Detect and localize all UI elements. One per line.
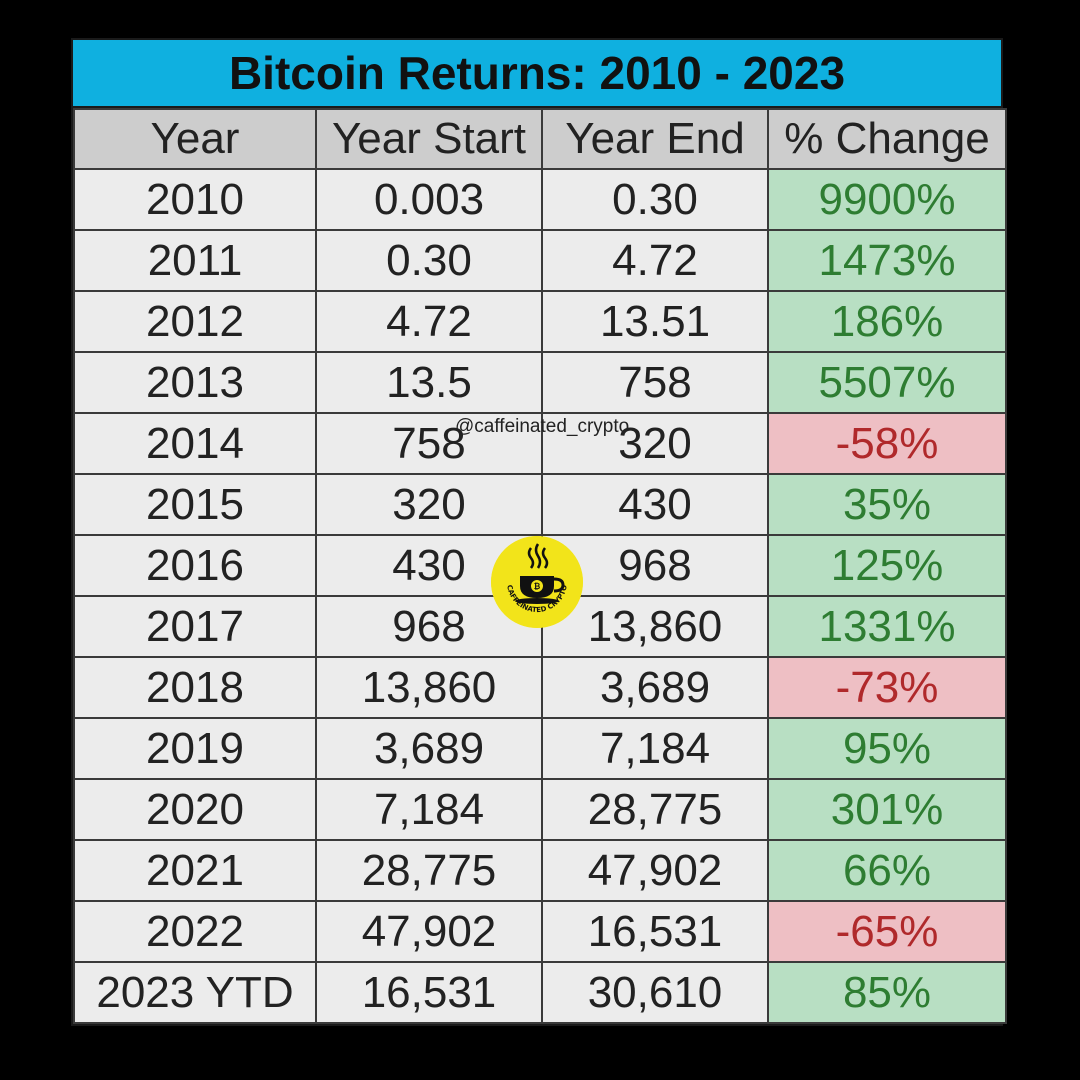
cell-year-start: 7,184 [315, 778, 543, 841]
cell-year-end: 16,531 [541, 900, 769, 963]
cell-year-end: 30,610 [541, 961, 769, 1024]
coffee-cup-bitcoin-icon: ₿ CAFFEINATED CRYPTO [491, 536, 583, 628]
cell-change: 95% [767, 717, 1007, 780]
table-row: 2023 YTD 16,531 30,610 85% [73, 961, 1007, 1024]
table-row: 2020 7,184 28,775 301% [73, 778, 1007, 841]
cell-year: 2017 [73, 595, 317, 658]
cell-year-end: 3,689 [541, 656, 769, 719]
table-row: 2021 28,775 47,902 66% [73, 839, 1007, 902]
cell-change: 9900% [767, 168, 1007, 231]
cell-year-end: 28,775 [541, 778, 769, 841]
cell-change: 85% [767, 961, 1007, 1024]
cell-year-start: 4.72 [315, 290, 543, 353]
table-row: 2019 3,689 7,184 95% [73, 717, 1007, 780]
cell-year-start: 47,902 [315, 900, 543, 963]
table-title: Bitcoin Returns: 2010 - 2023 [73, 40, 1001, 108]
svg-text:₿: ₿ [534, 582, 541, 591]
table-row: 2012 4.72 13.51 186% [73, 290, 1007, 353]
column-header-year-start: Year Start [315, 108, 543, 170]
cell-year-start: 28,775 [315, 839, 543, 902]
cell-change: 35% [767, 473, 1007, 536]
cell-change: -73% [767, 656, 1007, 719]
table-row: 2018 13,860 3,689 -73% [73, 656, 1007, 719]
cell-year-end: 320 [541, 412, 769, 475]
cell-year: 2014 [73, 412, 317, 475]
cell-year: 2019 [73, 717, 317, 780]
cell-year: 2016 [73, 534, 317, 597]
cell-year-start: 0.003 [315, 168, 543, 231]
cell-year-end: 4.72 [541, 229, 769, 292]
cell-year-start: 320 [315, 473, 543, 536]
cell-change: -65% [767, 900, 1007, 963]
cell-change: 186% [767, 290, 1007, 353]
cell-year-end: 13,860 [541, 595, 769, 658]
cell-year-start: 16,531 [315, 961, 543, 1024]
column-header-year: Year [73, 108, 317, 170]
cell-change: 301% [767, 778, 1007, 841]
cell-year: 2012 [73, 290, 317, 353]
cell-year: 2015 [73, 473, 317, 536]
cell-year-end: 758 [541, 351, 769, 414]
cell-year-end: 7,184 [541, 717, 769, 780]
cell-year-end: 0.30 [541, 168, 769, 231]
cell-year: 2021 [73, 839, 317, 902]
cell-change: -58% [767, 412, 1007, 475]
table-row: 2022 47,902 16,531 -65% [73, 900, 1007, 963]
cell-change: 5507% [767, 351, 1007, 414]
returns-table: Bitcoin Returns: 2010 - 2023 Year Year S… [71, 38, 1007, 1026]
cell-change: 66% [767, 839, 1007, 902]
cell-year-end: 13.51 [541, 290, 769, 353]
table-row: 2013 13.5 758 5507% [73, 351, 1007, 414]
cell-year-end: 430 [541, 473, 769, 536]
cell-year: 2022 [73, 900, 317, 963]
cell-year: 2010 [73, 168, 317, 231]
cell-year: 2011 [73, 229, 317, 292]
table-row: 2010 0.003 0.30 9900% [73, 168, 1007, 231]
cell-year: 2023 YTD [73, 961, 317, 1024]
cell-year-start: 758 [315, 412, 543, 475]
table-row: 2015 320 430 35% [73, 473, 1007, 536]
cell-year: 2020 [73, 778, 317, 841]
watermark-text: @caffeinated_crypto [455, 416, 630, 437]
cell-change: 125% [767, 534, 1007, 597]
cell-year-start: 13.5 [315, 351, 543, 414]
cell-change: 1473% [767, 229, 1007, 292]
column-header-year-end: Year End [541, 108, 769, 170]
table-row: 2014 758 320 -58% [73, 412, 1007, 475]
cell-year: 2018 [73, 656, 317, 719]
column-header-change: % Change [767, 108, 1007, 170]
table-row: 2011 0.30 4.72 1473% [73, 229, 1007, 292]
data-table: Year Year Start Year End % Change 2010 0.… [73, 108, 1007, 1024]
cell-change: 1331% [767, 595, 1007, 658]
cell-year: 2013 [73, 351, 317, 414]
cell-year-start: 3,689 [315, 717, 543, 780]
cell-year-start: 13,860 [315, 656, 543, 719]
cell-year-start: 0.30 [315, 229, 543, 292]
header-row: Year Year Start Year End % Change [73, 108, 1007, 170]
cell-year-end: 47,902 [541, 839, 769, 902]
